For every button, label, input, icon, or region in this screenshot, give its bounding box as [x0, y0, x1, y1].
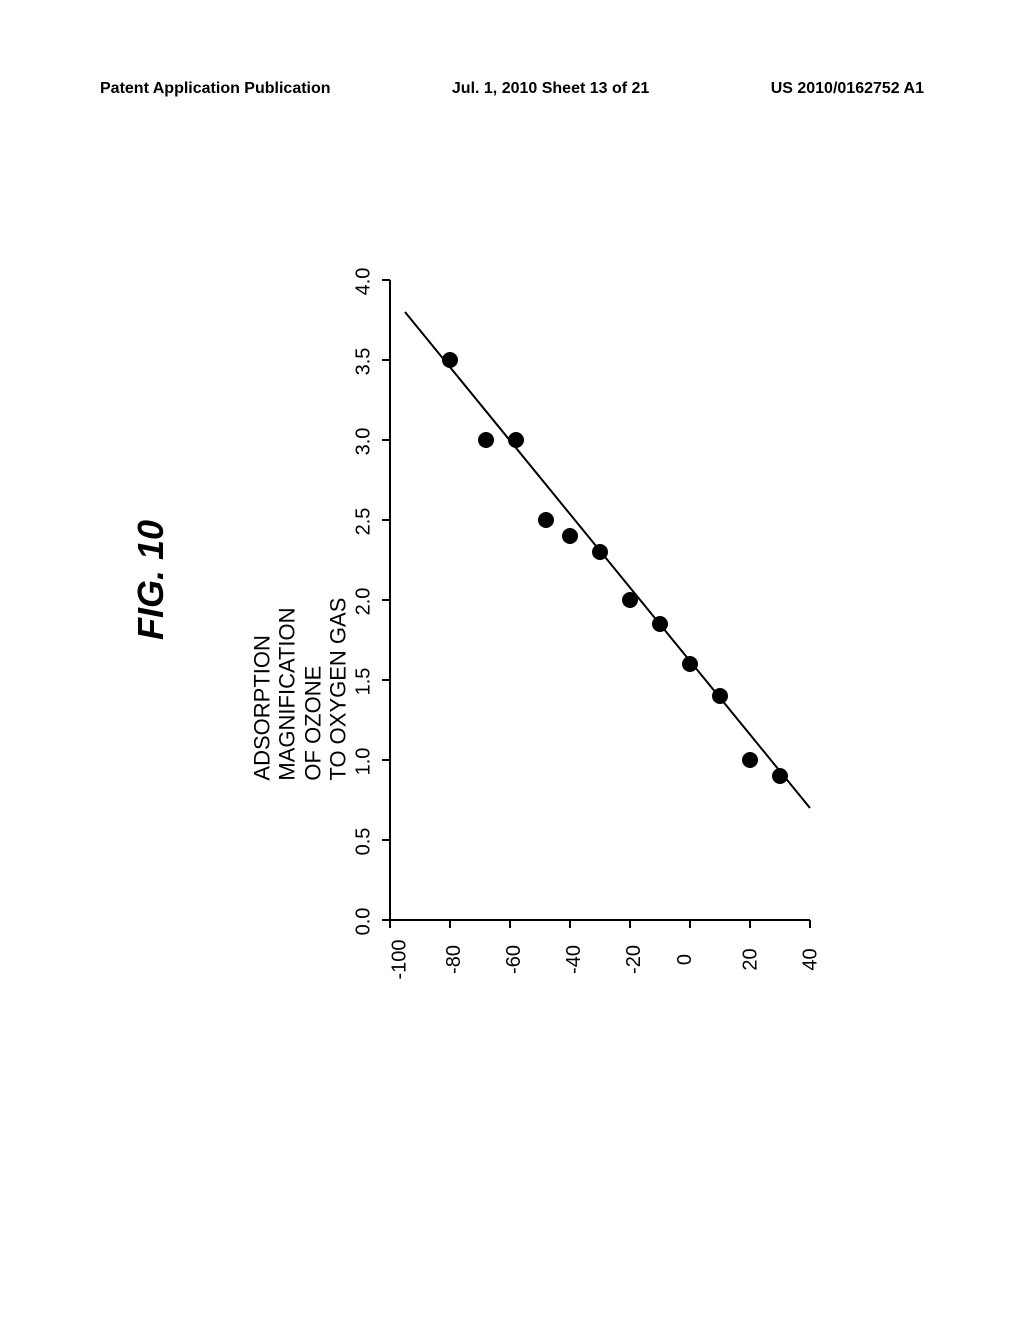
x-tick-label: -100: [389, 939, 412, 979]
chart-container: 0.0 0.5 1.0 1.5 2.0 2.5 3.0 3.5 4.0 -100 -80 -60 -4…: [260, 220, 940, 1060]
data-point: [742, 752, 758, 768]
x-tick-label: 0: [674, 954, 697, 965]
chart-svg: [390, 280, 810, 920]
data-point: [682, 656, 698, 672]
header-center: Jul. 1, 2010 Sheet 13 of 21: [452, 80, 649, 98]
x-tick-label: -40: [563, 945, 586, 974]
data-point: [622, 592, 638, 608]
x-tick-label: 40: [800, 948, 823, 970]
data-point: [442, 352, 458, 368]
y-tick-label: 2.5: [352, 508, 375, 536]
y-tick-label: 4.0: [352, 268, 375, 296]
y-tick-label: 1.5: [352, 668, 375, 696]
y-tick-label: 3.5: [352, 348, 375, 376]
y-axis-label: ADSORPTION MAGNIFICATION OF OZONE TO OXY…: [249, 481, 350, 781]
y-tick-label: 0.5: [352, 828, 375, 856]
x-tick-label: -80: [443, 945, 466, 974]
page-header: Patent Application Publication Jul. 1, 2…: [0, 80, 1024, 98]
data-point: [772, 768, 788, 784]
x-tick-label: -20: [623, 945, 646, 974]
trend-line: [405, 312, 810, 808]
x-tick-label: -60: [503, 945, 526, 974]
data-point: [478, 432, 494, 448]
x-tick-label: 20: [740, 948, 763, 970]
data-point: [538, 512, 554, 528]
header-right: US 2010/0162752 A1: [771, 80, 924, 98]
data-point: [508, 432, 524, 448]
y-tick-label: 0.0: [352, 908, 375, 936]
figure-title: FIG. 10: [130, 520, 172, 640]
y-tick-label: 3.0: [352, 428, 375, 456]
data-point: [562, 528, 578, 544]
data-point: [652, 616, 668, 632]
header-left: Patent Application Publication: [100, 80, 331, 98]
y-tick-label: 1.0: [352, 748, 375, 776]
data-point: [592, 544, 608, 560]
plot-region: [390, 280, 810, 920]
y-tick-label: 2.0: [352, 588, 375, 616]
data-point: [712, 688, 728, 704]
